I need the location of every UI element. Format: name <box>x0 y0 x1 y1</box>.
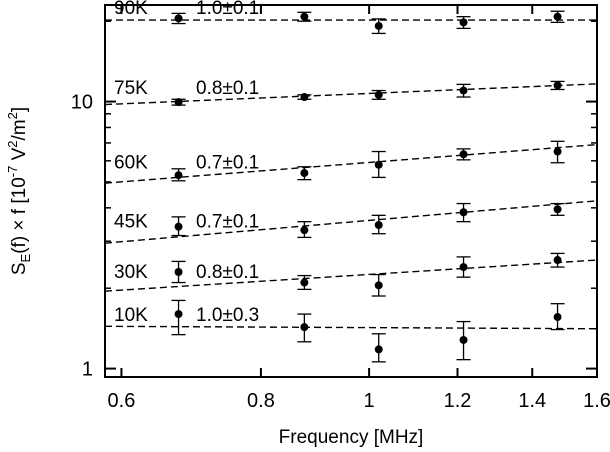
series-slope-label: 0.7±0.1 <box>196 212 259 233</box>
fit-line <box>104 200 598 244</box>
data-point <box>374 345 383 354</box>
data-point <box>374 220 383 229</box>
y-axis: 1 10 <box>71 20 597 381</box>
fit-lines <box>104 19 598 330</box>
fit-line <box>104 325 598 330</box>
data-point <box>553 147 562 156</box>
data-point <box>174 222 183 231</box>
plot-frame <box>104 4 598 378</box>
data-point <box>459 18 468 27</box>
data-point <box>459 208 468 217</box>
data-point <box>374 21 383 30</box>
series-name-label: 30K <box>114 262 148 283</box>
y-tick-label: 1 <box>82 359 93 381</box>
x-axis: 0.6 0.8 1 1.2 1.4 1.6 <box>108 5 610 412</box>
x-tick-label: 0.8 <box>247 390 275 412</box>
series-slope-label: 0.7±0.1 <box>196 152 259 173</box>
data-point <box>374 281 383 290</box>
data-point <box>174 171 183 180</box>
x-tick-label: 1 <box>364 390 375 412</box>
data-point <box>300 278 309 287</box>
data-point <box>300 169 309 178</box>
series-slope-label: 1.0±0.3 <box>196 305 259 326</box>
data-point <box>459 263 468 272</box>
series-name-label: 60K <box>114 152 148 173</box>
data-point <box>300 12 309 21</box>
fit-line <box>104 259 598 292</box>
series-name-label: 75K <box>114 78 148 99</box>
series-labels: 90K 1.0±0.1 75K 0.8±0.1 60K 0.7±0.1 45K 0.7±0.1… <box>114 0 259 326</box>
data-point <box>174 268 183 277</box>
data-point <box>553 313 562 322</box>
x-axis-label: Frequency [MHz] <box>279 427 424 448</box>
x-tick-label: 1.2 <box>444 390 472 412</box>
data-point <box>374 160 383 169</box>
x-tick-label: 1.6 <box>583 390 610 412</box>
data-point <box>459 150 468 159</box>
x-tick-label: 0.6 <box>108 390 136 412</box>
fit-line <box>104 83 598 106</box>
series-slope-label: 1.0±0.1 <box>196 0 259 19</box>
data-point <box>459 86 468 95</box>
data-point <box>459 335 468 344</box>
data-point <box>553 12 562 21</box>
data-point <box>174 98 183 107</box>
data-point <box>300 226 309 235</box>
y-axis-label: SE(f) × f [10-7 V2/m2] <box>5 107 33 275</box>
x-tick-label: 1.4 <box>518 390 546 412</box>
data-point <box>174 310 183 319</box>
series-name-label: 90K <box>114 0 148 19</box>
data-point <box>553 81 562 90</box>
data-point <box>300 93 309 102</box>
data-point <box>174 14 183 23</box>
series-slope-label: 0.8±0.1 <box>196 262 259 283</box>
fit-line <box>104 143 598 184</box>
data-point <box>553 205 562 214</box>
series-name-label: 45K <box>114 212 148 233</box>
y-tick-label: 10 <box>71 92 93 114</box>
data-point <box>300 323 309 332</box>
plot-area <box>104 4 598 378</box>
data-points <box>171 10 565 363</box>
data-point <box>553 256 562 265</box>
series-name-label: 10K <box>114 305 148 326</box>
data-point <box>374 90 383 99</box>
series-slope-label: 0.8±0.1 <box>196 78 259 99</box>
